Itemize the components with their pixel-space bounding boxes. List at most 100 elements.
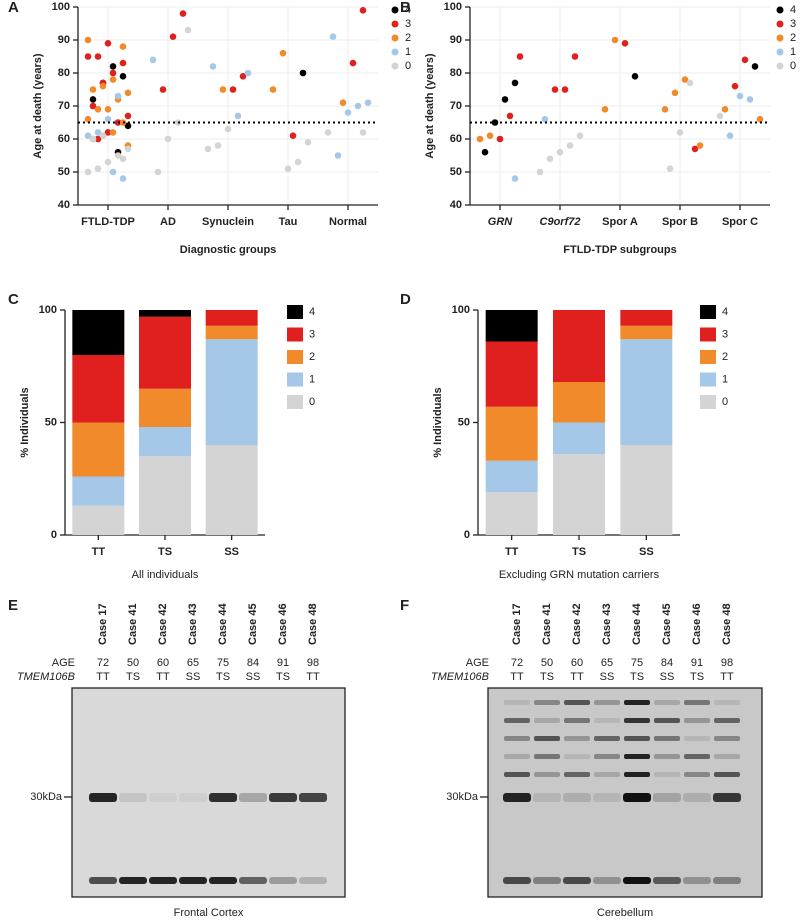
- panel-label: F: [400, 597, 409, 614]
- band: [684, 754, 710, 759]
- point: [756, 115, 764, 123]
- marker-label: 30kDa: [446, 791, 479, 803]
- band: [654, 736, 680, 741]
- band: [564, 772, 590, 777]
- band: [654, 772, 680, 777]
- band: [503, 793, 531, 802]
- point: [104, 158, 112, 166]
- point: [164, 135, 172, 143]
- band: [534, 718, 560, 723]
- bar-segment: [72, 355, 125, 423]
- y-tick-label: 50: [450, 166, 462, 178]
- point: [109, 69, 117, 77]
- genotype: SS: [660, 671, 675, 683]
- band: [504, 754, 530, 759]
- point: [661, 106, 669, 113]
- point: [124, 112, 132, 120]
- panel-label: B: [400, 0, 411, 16]
- point: [556, 148, 564, 156]
- point: [339, 99, 347, 106]
- x-tick-label: Normal: [329, 216, 367, 228]
- point: [621, 40, 629, 47]
- band: [239, 793, 267, 802]
- genotype: TS: [690, 671, 704, 683]
- legend-label: 2: [309, 351, 315, 363]
- point: [244, 69, 252, 77]
- point: [726, 132, 734, 139]
- bar-segment: [553, 422, 605, 454]
- band: [623, 793, 651, 802]
- caption: Cerebellum: [597, 907, 653, 919]
- point: [721, 106, 729, 113]
- genotype: TT: [306, 671, 320, 683]
- point: [119, 43, 127, 50]
- point: [686, 79, 694, 87]
- y-tick-label: 90: [58, 34, 70, 46]
- legend-marker: [700, 305, 716, 319]
- x-tick-label: C9orf72: [540, 216, 581, 228]
- bar-segment: [485, 310, 538, 342]
- point: [159, 86, 167, 93]
- age: 75: [217, 657, 229, 669]
- row-label: AGE: [466, 657, 489, 669]
- bar-segment: [139, 427, 191, 457]
- x-tick-label: GRN: [488, 216, 514, 228]
- band: [504, 772, 530, 777]
- point: [94, 129, 102, 136]
- lane-label: Case 43: [601, 603, 613, 645]
- lane-label: Case 41: [541, 603, 553, 645]
- point: [506, 112, 514, 120]
- legend-marker: [776, 48, 784, 56]
- x-tick-label: Spor A: [602, 216, 638, 228]
- age: 50: [541, 657, 553, 669]
- legend-label: 4: [722, 306, 728, 318]
- point: [289, 132, 297, 139]
- y-tick-label: 100: [452, 304, 470, 316]
- panel-label: C: [8, 291, 19, 308]
- point: [486, 132, 494, 139]
- genotype: TT: [570, 671, 584, 683]
- point: [149, 56, 157, 64]
- bar-segment: [620, 325, 673, 340]
- genotype: TT: [156, 671, 170, 683]
- y-axis-label: Age at death (years): [424, 53, 436, 158]
- lane-label: Case 17: [97, 603, 109, 645]
- genotype: SS: [246, 671, 261, 683]
- point: [209, 63, 217, 70]
- legend-marker: [700, 395, 716, 409]
- lane-label: Case 42: [571, 603, 583, 645]
- point: [751, 63, 759, 70]
- point: [99, 82, 107, 90]
- legend-label: 1: [309, 373, 315, 385]
- point: [124, 89, 132, 97]
- point: [611, 36, 619, 44]
- panel-label: D: [400, 291, 411, 308]
- point: [741, 56, 749, 64]
- legend-marker: [391, 34, 399, 42]
- band: [534, 736, 560, 741]
- point: [224, 125, 232, 133]
- point: [89, 96, 97, 103]
- lane-label: Case 46: [277, 603, 289, 645]
- point: [94, 106, 102, 113]
- band: [504, 718, 530, 723]
- x-axis-label: Diagnostic groups: [180, 244, 277, 256]
- legend-label: 4: [790, 4, 796, 16]
- point: [104, 40, 112, 47]
- bar-segment: [620, 310, 673, 326]
- y-tick-label: 40: [58, 199, 70, 211]
- legend-label: 3: [309, 328, 315, 340]
- legend-marker: [776, 20, 784, 28]
- x-tick-label: TS: [158, 546, 172, 558]
- band: [89, 877, 117, 884]
- point: [179, 10, 187, 17]
- legend-label: 0: [790, 60, 796, 72]
- point: [344, 109, 352, 116]
- y-tick-label: 60: [450, 133, 462, 145]
- row-label: TMEM106B: [431, 671, 489, 683]
- legend-label: 0: [309, 396, 315, 408]
- point: [349, 59, 357, 67]
- point: [104, 106, 112, 113]
- genotype: TS: [540, 671, 554, 683]
- point: [511, 79, 519, 87]
